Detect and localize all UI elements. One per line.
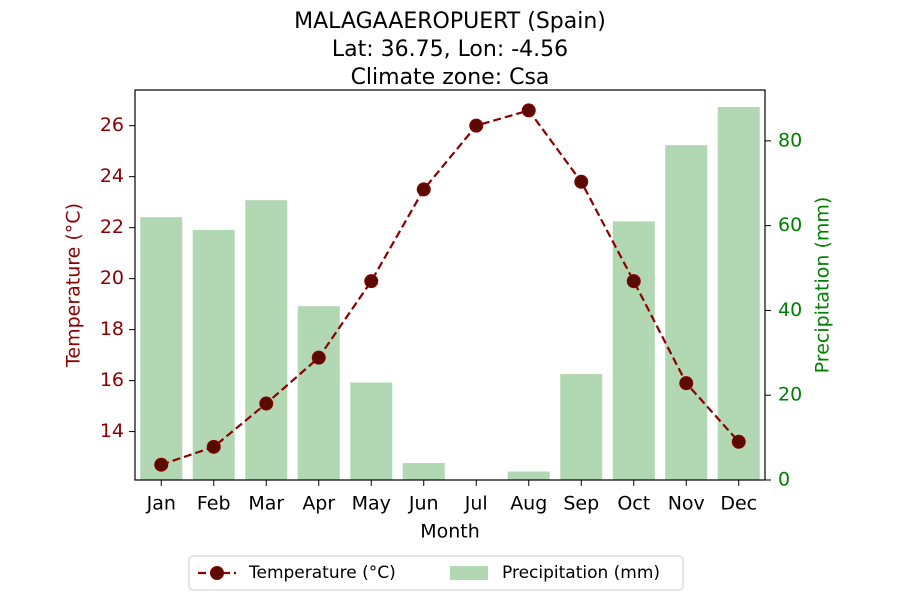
temperature-point-mar xyxy=(259,396,274,411)
legend-temperature-label: Temperature (°C) xyxy=(248,563,396,583)
precipitation-bar-feb xyxy=(192,229,235,480)
right-axis-title: Precipitation (mm) xyxy=(812,197,834,374)
temperature-point-feb xyxy=(206,439,221,454)
x-axis: Jan Feb Mar Apr May Jun Jul Aug Sep Oct Nov Dec Mont… xyxy=(146,480,757,543)
temperature-series-line xyxy=(160,109,740,466)
left-tick-label-18: 18 xyxy=(100,318,124,340)
right-tick-label-80: 80 xyxy=(778,129,802,151)
temperature-point-may xyxy=(364,274,379,289)
chart-title: MALAGAAEROPUERT (Spain) Lat: 36.75, Lon: … xyxy=(294,9,606,90)
temperature-point-jan xyxy=(154,457,169,472)
precipitation-bar-dec xyxy=(717,106,760,481)
left-tick-label-20: 20 xyxy=(100,267,124,289)
legend: Temperature (°C) Precipitation (mm) xyxy=(188,555,684,591)
precipitation-bar-may xyxy=(350,382,393,480)
temperature-point-dec xyxy=(731,434,746,449)
x-tick-label-apr: Apr xyxy=(302,493,335,515)
precipitation-bars xyxy=(140,106,760,481)
left-axis-title: Temperature (°C) xyxy=(63,203,85,368)
precipitation-bar-oct xyxy=(612,221,655,481)
temperature-point-aug xyxy=(521,103,536,118)
left-tick-label-26: 26 xyxy=(100,114,124,136)
left-tick-label-16: 16 xyxy=(100,369,124,391)
left-y-axis: 14 16 18 20 22 24 26 Temperature (°C) xyxy=(63,114,135,442)
x-tick-label-jul: Jul xyxy=(464,493,488,515)
precipitation-bar-sep xyxy=(560,374,603,480)
right-tick-label-40: 40 xyxy=(778,299,802,321)
legend-precipitation-swatch xyxy=(450,566,488,580)
left-tick-label-14: 14 xyxy=(100,420,124,442)
x-tick-label-aug: Aug xyxy=(510,493,547,515)
right-tick-label-20: 20 xyxy=(778,384,802,406)
precipitation-bar-jan xyxy=(140,217,183,480)
precipitation-bar-apr xyxy=(297,306,340,480)
precipitation-bar-mar xyxy=(245,200,288,480)
temperature-point-jul xyxy=(469,118,484,133)
legend-precipitation-label: Precipitation (mm) xyxy=(502,563,660,583)
x-tick-label-dec: Dec xyxy=(720,493,757,515)
title-line-1: MALAGAAEROPUERT (Spain) xyxy=(294,9,606,34)
precipitation-bar-aug xyxy=(507,471,550,480)
x-tick-label-jun: Jun xyxy=(408,493,439,515)
legend-temperature-marker xyxy=(210,566,224,580)
right-tick-label-60: 60 xyxy=(778,214,802,236)
left-tick-label-24: 24 xyxy=(100,165,124,187)
x-tick-label-feb: Feb xyxy=(197,493,231,515)
plot-frame xyxy=(134,89,766,481)
legend-box xyxy=(188,555,684,591)
temperature-point-sep xyxy=(574,174,589,189)
x-tick-label-oct: Oct xyxy=(617,493,650,515)
precipitation-bar-jun xyxy=(402,463,445,480)
temperature-point-jun xyxy=(416,182,431,197)
plot-border xyxy=(134,89,766,481)
temperature-point-apr xyxy=(311,350,326,365)
left-tick-label-22: 22 xyxy=(100,216,124,238)
temperature-point-nov xyxy=(679,376,694,391)
x-axis-title: Month xyxy=(420,521,480,543)
precipitation-bar-nov xyxy=(665,145,708,480)
right-tick-label-0: 0 xyxy=(778,469,790,491)
temperature-line xyxy=(154,103,746,472)
right-y-axis: 0 20 40 60 80 Precipitation (mm) xyxy=(765,129,834,491)
x-tick-label-may: May xyxy=(352,493,391,515)
x-tick-label-nov: Nov xyxy=(668,493,705,515)
title-line-2: Lat: 36.75, Lon: -4.56 xyxy=(332,37,568,62)
temperature-point-oct xyxy=(626,274,641,289)
x-tick-label-sep: Sep xyxy=(563,493,599,515)
title-line-3: Climate zone: Csa xyxy=(351,65,550,90)
x-tick-label-jan: Jan xyxy=(146,493,176,515)
x-tick-label-mar: Mar xyxy=(248,493,284,515)
